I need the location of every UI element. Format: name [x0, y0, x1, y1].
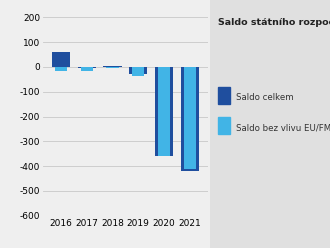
- Text: Saldo státního rozpočtu z: Saldo státního rozpočtu z: [218, 17, 330, 27]
- Bar: [52, 52, 70, 67]
- Text: Saldo bez vlivu EU/FM: Saldo bez vlivu EU/FM: [236, 123, 330, 132]
- Bar: [181, 67, 199, 171]
- Text: Saldo celkem: Saldo celkem: [236, 93, 294, 102]
- Bar: [155, 67, 173, 156]
- Bar: [81, 67, 93, 71]
- Bar: [103, 66, 121, 67]
- Bar: [129, 67, 148, 74]
- Bar: [158, 67, 170, 156]
- Bar: [78, 67, 96, 68]
- FancyBboxPatch shape: [218, 87, 230, 104]
- Bar: [184, 67, 196, 169]
- Bar: [55, 67, 67, 71]
- FancyBboxPatch shape: [218, 117, 230, 134]
- Bar: [106, 67, 119, 68]
- Bar: [132, 67, 145, 76]
